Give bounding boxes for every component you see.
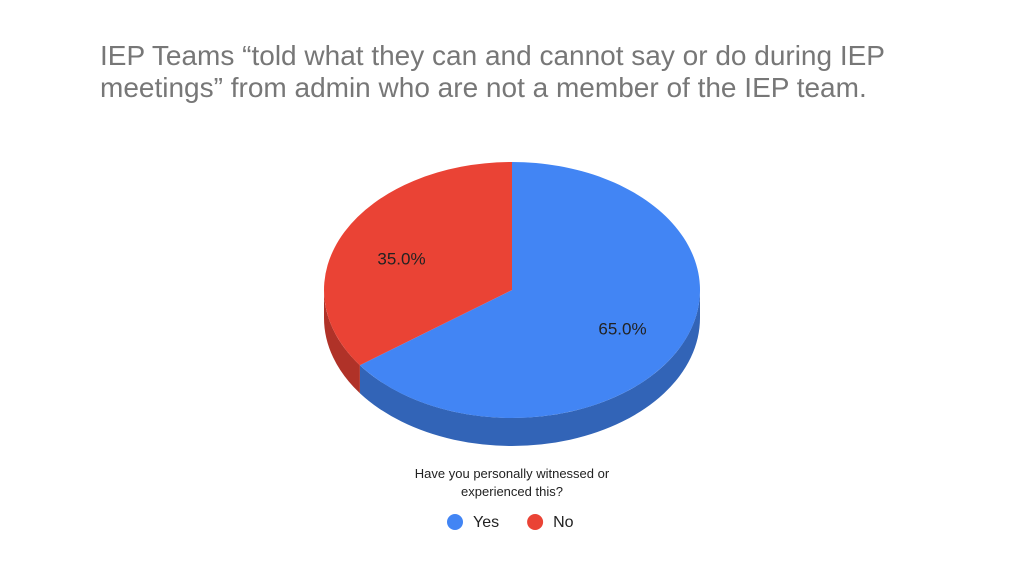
- legend-label: No: [553, 514, 574, 531]
- pie-side: [359, 290, 700, 446]
- legend-label: Yes: [473, 514, 499, 531]
- pie-slice: [359, 162, 700, 419]
- chart-title: IEP Teams “told what they can and cannot…: [100, 40, 885, 103]
- pie-slice: [324, 162, 512, 366]
- legend-title: Have you personally witnessed or experie…: [414, 466, 610, 499]
- legend-marker: [527, 514, 544, 530]
- pie-side: [324, 290, 360, 394]
- data-label: 35.0%: [377, 250, 425, 269]
- data-label: 65.0%: [598, 319, 646, 338]
- legend-marker: [447, 514, 463, 530]
